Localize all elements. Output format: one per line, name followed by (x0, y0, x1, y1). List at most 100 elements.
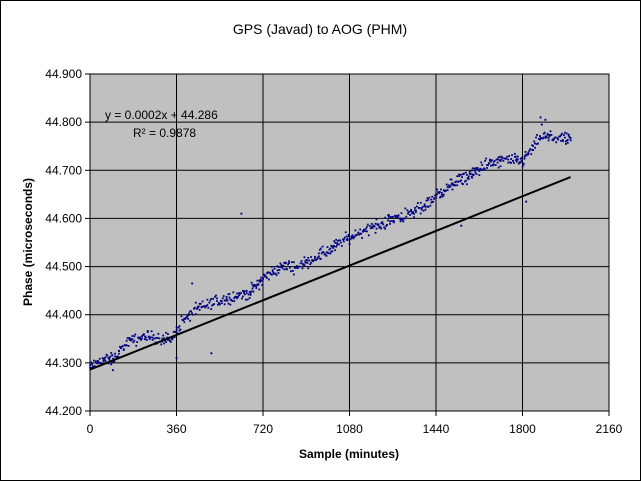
data-point (336, 242, 339, 244)
data-point (374, 231, 377, 234)
data-point (568, 136, 571, 139)
data-point (439, 196, 441, 199)
data-point (357, 231, 360, 234)
data-point (116, 356, 118, 359)
data-point (178, 325, 181, 328)
data-point (221, 297, 224, 300)
data-point (532, 145, 535, 147)
data-point (266, 272, 268, 275)
data-point (129, 338, 132, 340)
data-point (464, 179, 467, 182)
data-point (423, 203, 426, 206)
data-point (118, 345, 121, 348)
data-point (272, 272, 275, 274)
data-point (410, 210, 413, 213)
data-point (307, 267, 310, 270)
data-point (442, 189, 445, 192)
data-point (281, 267, 284, 269)
trendline (89, 176, 571, 371)
data-point (291, 269, 294, 272)
data-point (486, 167, 488, 169)
data-point (129, 339, 132, 342)
data-point (210, 352, 213, 355)
y-tick-label: 44.500 (45, 260, 82, 274)
data-point (140, 338, 142, 341)
data-point (270, 266, 273, 268)
data-point (212, 297, 215, 300)
data-point (113, 360, 116, 363)
data-point (90, 361, 92, 364)
data-point (391, 220, 394, 223)
data-point (115, 355, 117, 358)
data-point (390, 216, 392, 218)
y-tick-label: 44.800 (45, 115, 82, 129)
data-point (443, 190, 446, 193)
data-point (300, 260, 303, 262)
data-point (441, 195, 444, 198)
data-point (451, 182, 454, 184)
data-point (323, 253, 326, 256)
data-point (424, 205, 427, 208)
data-point (297, 265, 300, 268)
data-point (274, 272, 277, 275)
data-point (253, 284, 256, 286)
data-point (498, 156, 501, 158)
data-point (404, 207, 407, 210)
data-point (376, 223, 379, 226)
data-point (552, 138, 555, 141)
data-point (127, 345, 130, 347)
data-point (143, 335, 146, 338)
data-point (353, 236, 356, 239)
chart-title: GPS (Javad) to AOG (PHM) (233, 21, 407, 37)
data-point (259, 279, 262, 281)
data-point (226, 299, 229, 302)
data-point (148, 337, 151, 340)
y-axis-ticks: 44.200 44.300 44.400 44.500 44.600 44.700 44.8… (45, 67, 90, 418)
data-point (146, 330, 149, 332)
data-point (334, 249, 337, 252)
data-point (516, 155, 519, 158)
data-point (264, 275, 266, 278)
data-point (275, 274, 278, 277)
data-point (243, 293, 246, 296)
data-point (407, 211, 410, 214)
data-point (321, 251, 324, 253)
data-point (186, 315, 189, 318)
data-point (564, 143, 567, 145)
data-point (110, 351, 113, 354)
data-point (471, 167, 474, 170)
data-point (530, 153, 533, 156)
data-point (295, 266, 298, 268)
data-point (388, 215, 390, 218)
data-point (290, 270, 292, 273)
data-point (461, 182, 463, 185)
data-point (352, 237, 355, 240)
data-point (539, 116, 542, 119)
data-point (342, 240, 345, 243)
data-point (205, 305, 208, 307)
data-point (341, 245, 343, 247)
data-point (511, 154, 513, 157)
data-point (302, 263, 305, 266)
x-tick-label: 0 (87, 422, 94, 436)
data-point (130, 339, 133, 342)
data-point (557, 138, 560, 141)
data-point (157, 332, 160, 335)
data-point (167, 339, 169, 341)
data-point (94, 365, 96, 368)
data-point (288, 260, 290, 263)
data-point (388, 214, 390, 216)
data-point (106, 354, 109, 357)
data-point (500, 158, 503, 161)
data-point (360, 232, 363, 235)
data-point (382, 223, 385, 226)
data-point (489, 159, 491, 162)
data-point (402, 220, 405, 223)
data-point (339, 239, 341, 242)
data-point (195, 308, 198, 310)
data-point (333, 245, 336, 248)
data-point (245, 292, 248, 295)
data-point (440, 193, 443, 196)
data-point (280, 265, 283, 268)
data-point (187, 317, 190, 320)
